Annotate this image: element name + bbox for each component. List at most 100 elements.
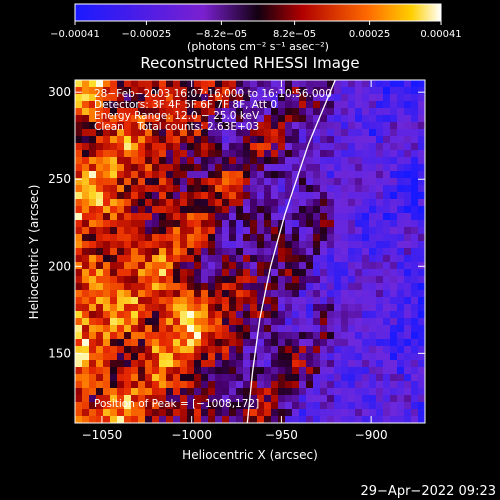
heatmap-cell — [173, 416, 181, 423]
heatmap-cell — [173, 185, 181, 193]
heatmap-cell — [166, 367, 174, 375]
heatmap-cell — [173, 178, 181, 186]
heatmap-cell — [355, 248, 363, 256]
heatmap-cell — [264, 122, 272, 130]
heatmap-cell — [82, 353, 90, 361]
heatmap-cell — [236, 122, 244, 130]
heatmap-cell — [355, 416, 363, 423]
heatmap-cell — [376, 171, 384, 179]
heatmap-cell — [110, 283, 118, 291]
heatmap-cell — [215, 290, 223, 298]
heatmap-cell — [278, 213, 286, 221]
heatmap-cell — [411, 381, 419, 389]
heatmap-cell — [285, 409, 293, 417]
heatmap-cell — [278, 388, 286, 396]
heatmap-cell — [173, 374, 181, 382]
heatmap-cell — [222, 157, 230, 165]
heatmap-cell — [173, 409, 181, 417]
heatmap-cell — [271, 206, 279, 214]
heatmap-cell — [194, 178, 202, 186]
heatmap-cell — [250, 325, 258, 333]
heatmap-cell — [96, 234, 104, 242]
heatmap-cell — [166, 346, 174, 354]
heatmap-cell — [397, 290, 405, 298]
heatmap-cell — [110, 325, 118, 333]
heatmap-cell — [236, 101, 244, 109]
heatmap-cell — [313, 87, 321, 95]
heatmap-cell — [194, 276, 202, 284]
heatmap-cell — [96, 108, 104, 116]
heatmap-cell — [278, 402, 286, 410]
heatmap-cell — [257, 94, 265, 102]
heatmap-cell — [292, 115, 300, 123]
heatmap-cell — [215, 311, 223, 319]
y-tick-label: 150 — [48, 346, 71, 360]
heatmap-cell — [243, 283, 251, 291]
heatmap-cell — [257, 192, 265, 200]
heatmap-cell — [236, 381, 244, 389]
heatmap-cell — [75, 164, 83, 172]
heatmap-cell — [341, 304, 349, 312]
heatmap-cell — [397, 388, 405, 396]
heatmap-cell — [117, 402, 125, 410]
heatmap-cell — [194, 262, 202, 270]
heatmap-cell — [215, 262, 223, 270]
heatmap-cell — [138, 297, 146, 305]
heatmap-cell — [180, 381, 188, 389]
heatmap-cell — [173, 129, 181, 137]
heatmap-cell — [75, 157, 83, 165]
heatmap-cell — [264, 80, 272, 88]
heatmap-cell — [411, 241, 419, 249]
heatmap-cell — [341, 234, 349, 242]
heatmap-cell — [362, 304, 370, 312]
heatmap-cell — [110, 402, 118, 410]
heatmap-cell — [208, 304, 216, 312]
heatmap-cell — [152, 367, 160, 375]
heatmap-cell — [152, 108, 160, 116]
heatmap-cell — [390, 416, 398, 423]
heatmap-cell — [166, 360, 174, 368]
heatmap-cell — [159, 227, 167, 235]
heatmap-cell — [285, 80, 293, 88]
heatmap-cell — [299, 122, 307, 130]
heatmap-cell — [243, 234, 251, 242]
heatmap-cell — [166, 213, 174, 221]
heatmap-cell — [404, 325, 412, 333]
heatmap-cell — [124, 325, 132, 333]
heatmap-cell — [117, 94, 125, 102]
heatmap-cell — [187, 255, 195, 263]
heatmap-image — [75, 80, 425, 423]
heatmap-cell — [159, 311, 167, 319]
heatmap-cell — [257, 283, 265, 291]
heatmap-cell — [327, 94, 335, 102]
heatmap-cell — [257, 318, 265, 326]
heatmap-cell — [418, 346, 425, 354]
heatmap-cell — [383, 171, 391, 179]
heatmap-cell — [348, 94, 356, 102]
heatmap-cell — [397, 248, 405, 256]
heatmap-cell — [117, 339, 125, 347]
heatmap-cell — [138, 178, 146, 186]
heatmap-cell — [201, 346, 209, 354]
heatmap-cell — [138, 143, 146, 151]
heatmap-cell — [110, 122, 118, 130]
heatmap-cell — [96, 283, 104, 291]
heatmap-cell — [131, 297, 139, 305]
heatmap-cell — [222, 101, 230, 109]
heatmap-cell — [201, 269, 209, 277]
heatmap-cell — [89, 395, 97, 403]
heatmap-cell — [327, 136, 335, 144]
heatmap-cell — [264, 206, 272, 214]
heatmap-cell — [82, 122, 90, 130]
heatmap-cell — [243, 213, 251, 221]
heatmap-cell — [292, 409, 300, 417]
heatmap-cell — [75, 395, 83, 403]
heatmap-cell — [334, 395, 342, 403]
heatmap-cell — [362, 171, 370, 179]
heatmap-cell — [194, 129, 202, 137]
heatmap-cell — [292, 241, 300, 249]
heatmap-cell — [75, 122, 83, 130]
heatmap-cell — [292, 171, 300, 179]
heatmap-cell — [131, 381, 139, 389]
heatmap-cell — [285, 388, 293, 396]
